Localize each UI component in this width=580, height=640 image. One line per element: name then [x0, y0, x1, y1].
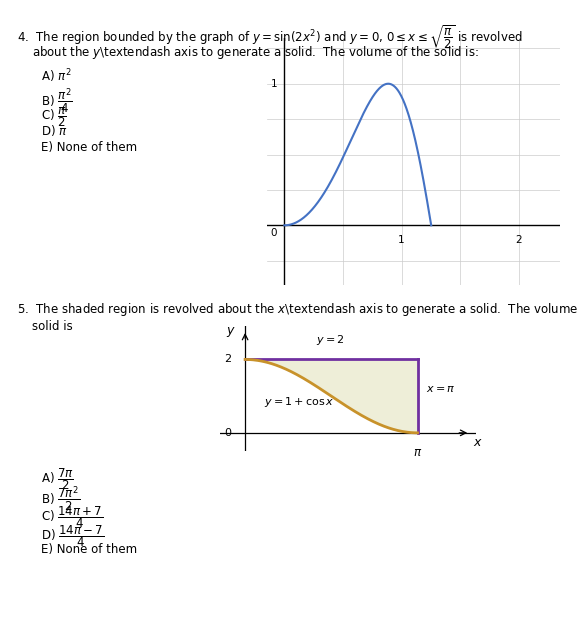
Text: 4.  The region bounded by the graph of $y = \sin(2x^2)$ and $y = 0$, $0 \leq x \: 4. The region bounded by the graph of $y…	[17, 24, 523, 51]
Text: 2: 2	[516, 236, 522, 245]
Text: $x = \pi$: $x = \pi$	[426, 384, 455, 394]
Text: B) $\dfrac{\pi^2}{4}$: B) $\dfrac{\pi^2}{4}$	[41, 86, 72, 116]
Text: 1: 1	[271, 79, 277, 89]
Text: solid is: solid is	[32, 320, 72, 333]
Text: A) $\dfrac{7\pi}{2}$: A) $\dfrac{7\pi}{2}$	[41, 466, 74, 492]
Text: A) $\pi^2$: A) $\pi^2$	[41, 67, 71, 85]
Text: $\pi$: $\pi$	[413, 445, 422, 459]
Text: 5.  The shaded region is revolved about the $x$\textendash axis to generate a so: 5. The shaded region is revolved about t…	[17, 301, 580, 318]
Text: 1: 1	[398, 236, 405, 245]
Text: 0: 0	[271, 228, 277, 238]
Text: B) $\dfrac{7\pi^2}{2}$: B) $\dfrac{7\pi^2}{2}$	[41, 485, 79, 515]
Text: E) None of them: E) None of them	[41, 543, 137, 556]
Text: 0: 0	[224, 428, 231, 438]
Text: $y = 2$: $y = 2$	[317, 333, 345, 347]
Text: C) $\dfrac{\pi}{2}$: C) $\dfrac{\pi}{2}$	[41, 106, 67, 129]
Text: D) $\pi$: D) $\pi$	[41, 123, 67, 138]
Text: $y$: $y$	[226, 325, 236, 339]
Text: D) $\dfrac{14\pi-7}{4}$: D) $\dfrac{14\pi-7}{4}$	[41, 524, 104, 549]
Text: E) None of them: E) None of them	[41, 141, 137, 154]
Text: C) $\dfrac{14\pi+7}{4}$: C) $\dfrac{14\pi+7}{4}$	[41, 504, 103, 530]
Text: $y = 1 + \cos x$: $y = 1 + \cos x$	[264, 395, 335, 409]
Text: $x$: $x$	[473, 436, 483, 449]
Text: 2: 2	[224, 355, 231, 364]
Text: about the $y$\textendash axis to generate a solid.  The volume of the solid is:: about the $y$\textendash axis to generat…	[32, 44, 478, 61]
